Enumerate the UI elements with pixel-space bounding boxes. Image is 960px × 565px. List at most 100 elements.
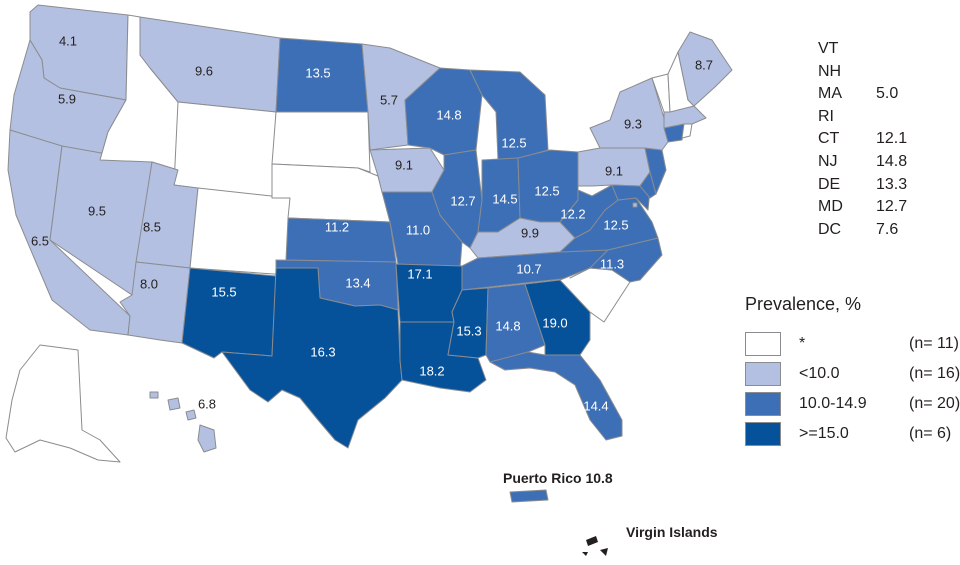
northeast-state-value: [876, 106, 916, 129]
northeast-state-abbr: MD: [818, 198, 843, 216]
legend-label: *: [799, 335, 806, 352]
legend-swatch: [745, 422, 781, 446]
northeast-state-value: 7.6: [876, 220, 899, 238]
state-value-tx: 16.3: [310, 344, 335, 359]
state-value-nc: 11.3: [600, 256, 624, 271]
state-value-ut: 8.5: [143, 219, 161, 234]
state-DC: [632, 202, 638, 208]
northeast-state-value: [876, 38, 916, 61]
state-value-nm: 15.5: [211, 284, 236, 299]
state-value-wv: 12.2: [560, 206, 585, 221]
virgin-islands-label: Virgin Islands: [626, 524, 718, 540]
state-NM: [181, 267, 277, 359]
legend-item: 10.0-14.9 (n= 20): [745, 389, 960, 419]
state-value-labels: 4.1 5.9 6.5 9.5 9.6 8.5 8.0 15.5 13.5 11.2 13.4 16.…: [31, 33, 713, 413]
northeast-row-md: MD 12.7: [818, 196, 938, 219]
state-value-ar: 17.1: [407, 266, 432, 281]
state-value-nd: 13.5: [305, 65, 330, 80]
state-value-in: 14.5: [492, 191, 517, 206]
state-value-me: 8.7: [695, 57, 713, 72]
state-value-ga: 19.0: [542, 315, 567, 330]
northeast-state-abbr: MA: [818, 85, 842, 103]
virgin-islands-shape: [582, 536, 608, 556]
state-value-il: 12.7: [450, 193, 475, 208]
state-value-ny: 9.3: [624, 116, 642, 131]
northeast-state-abbr: NH: [818, 62, 842, 80]
state-value-ky: 9.9: [521, 225, 539, 240]
northeast-state-abbr: CT: [818, 130, 840, 148]
state-IL: [431, 149, 483, 249]
state-value-ia: 9.1: [395, 157, 413, 172]
state-TX: [221, 267, 403, 449]
state-value-ca: 6.5: [31, 233, 49, 248]
northeast-state-abbr: NJ: [818, 152, 838, 170]
state-AK: [5, 344, 121, 463]
state-value-wi: 14.8: [436, 107, 461, 122]
puerto-rico-shape: [509, 489, 549, 503]
northeast-state-value: 12.7: [876, 198, 908, 216]
state-value-az: 8.0: [140, 276, 158, 291]
legend-count: (n= 20): [909, 395, 960, 412]
state-CO: [189, 187, 291, 276]
state-value-wa: 4.1: [59, 33, 77, 48]
northeast-row-nh: NH: [818, 61, 938, 84]
state-RI: [681, 123, 693, 139]
state-NE: [271, 163, 391, 223]
state-value-nv: 9.5: [88, 203, 106, 218]
northeast-state-abbr: RI: [818, 107, 834, 125]
state-value-va: 12.5: [603, 217, 628, 232]
northeast-state-value: 13.3: [876, 175, 908, 193]
legend-label: 10.0-14.9: [799, 395, 867, 412]
state-value-mt: 9.6: [195, 63, 213, 78]
northeast-row-ma: MA 5.0: [818, 83, 938, 106]
state-value-fl: 14.4: [583, 398, 608, 413]
state-value-la: 18.2: [419, 363, 444, 378]
state-value-mn: 5.7: [380, 92, 398, 107]
state-value-al: 14.8: [495, 318, 520, 333]
puerto-rico-label: Puerto Rico 10.8: [503, 470, 613, 486]
northeast-row-ri: RI: [818, 106, 938, 129]
state-SD: [271, 111, 371, 173]
legend: Prevalence, % * (n= 11) <10.0 (n= 16) 10.0-1…: [745, 294, 960, 449]
state-WY: [173, 101, 277, 199]
state-value-mo: 11.0: [406, 222, 430, 237]
northeast-row-de: DE 13.3: [818, 174, 938, 197]
northeast-state-abbr: DC: [818, 220, 842, 238]
northeast-state-value: 12.1: [876, 130, 908, 148]
legend-count: (n= 16): [909, 365, 960, 382]
northeast-state-abbr: DE: [818, 175, 841, 193]
legend-label: >=15.0: [799, 425, 849, 442]
legend-item: * (n= 11): [745, 329, 960, 359]
state-value-ok: 13.4: [345, 275, 370, 290]
northeast-state-value: 14.8: [876, 152, 908, 170]
state-ME: [677, 31, 733, 107]
legend-item: >=15.0 (n= 6): [745, 419, 960, 449]
state-FL: [489, 351, 623, 441]
legend-title: Prevalence, %: [745, 294, 862, 314]
northeast-state-value: [876, 61, 916, 84]
northeast-row-nj: NJ 14.8: [818, 151, 938, 174]
legend-swatch: [745, 362, 781, 386]
state-NC: [569, 237, 663, 283]
legend-swatch: [745, 332, 781, 356]
legend-count: (n= 6): [909, 425, 952, 442]
state-value-ks: 11.2: [325, 219, 349, 234]
northeast-row-ct: CT 12.1: [818, 128, 938, 151]
state-value-or: 5.9: [58, 91, 76, 106]
legend-label: <10.0: [799, 365, 840, 382]
northeast-row-dc: DC 7.6: [818, 219, 938, 242]
state-value-tn: 10.7: [516, 261, 541, 276]
state-HI: [149, 391, 217, 453]
state-value-pa: 9.1: [605, 163, 623, 178]
state-value-oh: 12.5: [534, 183, 559, 198]
legend-item: <10.0 (n= 16): [745, 359, 960, 389]
northeast-state-abbr: VT: [818, 40, 839, 57]
legend-swatch: [745, 392, 781, 416]
northeast-state-value: 5.0: [876, 85, 899, 103]
state-value-mi: 12.5: [501, 135, 526, 150]
northeast-values-table: VT NH MA 5.0 RI CT 12.1 NJ 14.8 DE 13.3 MD 12.7 DC 7.6: [818, 38, 938, 241]
northeast-row-vt: VT: [818, 38, 938, 61]
state-value-ms: 15.3: [456, 323, 481, 338]
state-value-hi: 6.8: [198, 396, 216, 411]
